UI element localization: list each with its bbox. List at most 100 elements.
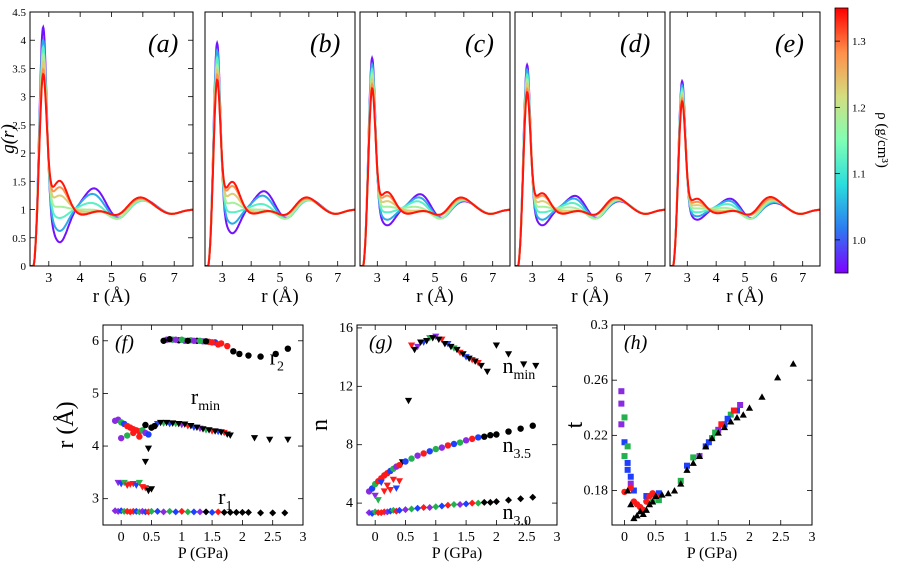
data-point (456, 439, 464, 446)
y-tick-label: 6 (92, 334, 99, 349)
data-point (718, 421, 725, 428)
data-point (377, 479, 385, 487)
panel-a: 3 4 5 6 7 0 0.5 1 1.5 2 2.5 3 3.5 4 4.5 (a) r (Å) g(r) (0, 7, 194, 307)
data-point (505, 428, 512, 435)
series-line (30, 24, 193, 266)
panel-c: 3 4 5 6 7 (c) r (Å) (359, 11, 511, 307)
data-point (450, 501, 458, 509)
x-axis-label: P (GPa) (432, 545, 483, 562)
data-point (652, 492, 660, 500)
data-point (618, 400, 625, 407)
data-point (492, 342, 500, 349)
x-tick-label: 5 (587, 271, 594, 286)
colorbar-tick-label: 1.0 (852, 235, 866, 247)
data-point (136, 433, 143, 440)
series-line (670, 83, 820, 266)
data-point (621, 453, 628, 460)
data-point (144, 445, 153, 453)
data-point (117, 434, 125, 442)
data-point (447, 343, 455, 351)
data-point (141, 458, 150, 466)
plot-frame (359, 11, 511, 267)
data-point (734, 407, 740, 414)
series-line (515, 90, 665, 266)
data-point (459, 351, 467, 358)
data-point (486, 498, 494, 506)
x-tick-label: 5 (277, 271, 284, 286)
data-point (202, 508, 210, 516)
data-point (475, 434, 482, 441)
x-tick-label: 3 (529, 271, 536, 286)
data-point (649, 498, 657, 505)
x-tick-label: 2.5 (264, 530, 282, 545)
y-tick-label: 16 (339, 321, 353, 336)
x-axis-label: r (Å) (93, 286, 130, 307)
series-line (360, 61, 510, 266)
data-point (627, 473, 634, 480)
x-tick-label: 3 (809, 530, 816, 545)
y-tick-label: 0.3 (591, 318, 609, 333)
panel-e: 3 4 5 6 7 (e) r (Å) (669, 11, 821, 307)
data-point (187, 423, 195, 430)
data-point (450, 440, 458, 448)
data-point (111, 507, 119, 515)
data-point (529, 422, 536, 429)
data-point (483, 368, 491, 376)
x-axis-label: r (Å) (571, 286, 608, 307)
x-axis-label: P (GPa) (178, 545, 229, 562)
data-point (374, 497, 382, 504)
series-line (360, 66, 510, 266)
data-point (708, 434, 716, 442)
data-point (520, 361, 528, 368)
data-point (284, 436, 292, 444)
y-tick-label: 8 (346, 438, 353, 453)
data-point (410, 346, 419, 354)
data-point (789, 360, 797, 367)
panels: 3 4 5 6 7 0 0.5 1 1.5 2 2.5 3 3.5 4 4.5 (a) r (Å) g(r) 3 4 5… (0, 7, 821, 562)
series-group (515, 62, 665, 266)
data-point (175, 420, 183, 428)
data-point (621, 439, 628, 446)
data-point (151, 422, 158, 430)
data-point (684, 462, 690, 469)
data-point (236, 350, 243, 358)
series-line (515, 81, 665, 266)
data-point (737, 402, 744, 408)
series-line (30, 72, 193, 266)
data-point (492, 498, 500, 506)
x-axis-label: P (GPa) (687, 545, 738, 562)
data-point (408, 455, 415, 462)
x-tick-label: 7 (334, 271, 341, 286)
data-point (714, 429, 722, 436)
series-line (670, 99, 820, 266)
panel-label: (a) (148, 29, 178, 58)
data-point (220, 508, 228, 516)
data-point (389, 506, 397, 514)
data-point (193, 424, 201, 432)
series-annotation: n3.5 (502, 432, 531, 462)
x-tick-label: 6 (770, 271, 777, 286)
data-point (208, 508, 216, 516)
data-point (733, 414, 741, 421)
data-point (444, 442, 452, 449)
x-tick-label: 1 (684, 530, 691, 545)
data-point (230, 348, 237, 355)
data-point (211, 428, 219, 435)
y-tick-label: 4 (346, 496, 353, 511)
panel-label: (f) (115, 332, 134, 354)
y-tick-label: 4 (92, 439, 99, 454)
x-tick-label: 3 (45, 271, 52, 286)
x-axis-label: r (Å) (261, 286, 298, 307)
panel-h: 0 0.5 1 1.5 2 2.5 3 0.18 0.22 0.26 0.3 (h) P (GPa) t (562, 318, 816, 562)
data-point (441, 340, 449, 348)
y-tick-label: 0.18 (584, 484, 609, 499)
data-point (758, 393, 766, 400)
data-point (774, 374, 782, 381)
data-point (517, 495, 525, 503)
data-point (689, 459, 697, 466)
panel-label: (h) (624, 332, 648, 354)
data-point (438, 502, 446, 510)
x-tick-label: 0.5 (647, 530, 665, 545)
y-tick-label: 1.5 (12, 176, 26, 188)
